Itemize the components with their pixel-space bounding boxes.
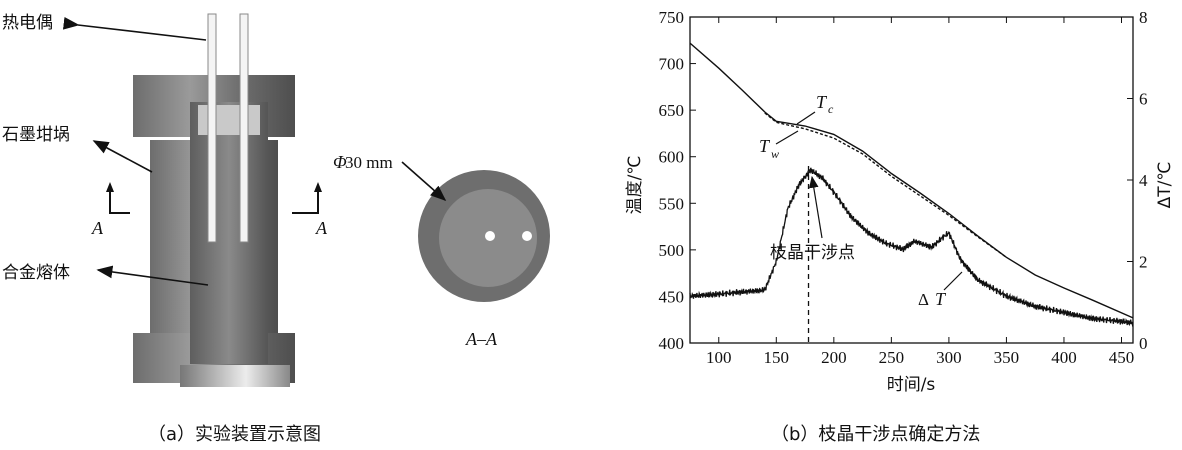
y-right-tick-label: 2	[1139, 253, 1148, 272]
svg-text:T: T	[759, 136, 771, 156]
x-tick-label: 150	[764, 348, 790, 367]
y-left-tick-label: 650	[659, 101, 685, 120]
thermocouple-rod-1	[207, 13, 217, 243]
arrow-thermocouple	[62, 16, 207, 41]
apparatus-diagram: 热电偶 石墨坩埚 合金熔体 A A Φ 30 mm A–A （a）实验装置示意图	[2, 13, 550, 445]
x-tick-label: 400	[1051, 348, 1077, 367]
series-layer	[689, 42, 1134, 343]
y-left-tick-label: 550	[659, 194, 685, 213]
y-right-tick-label: 0	[1139, 334, 1148, 353]
y-left-tick-label: 450	[659, 287, 685, 306]
svg-text:枝晶干涉点: 枝晶干涉点	[770, 243, 855, 263]
series-tw-line	[764, 112, 1007, 258]
svg-text:Δ: Δ	[918, 290, 929, 309]
label-crucible: 石墨坩埚	[2, 125, 70, 145]
melt-cavity	[190, 102, 268, 364]
section-marker-left: A	[91, 182, 130, 238]
arrow-diameter	[401, 161, 447, 202]
x-tick-label: 250	[879, 348, 905, 367]
x-tick-label: 100	[706, 348, 732, 367]
section-view-label: A–A	[465, 329, 498, 349]
svg-text:T: T	[816, 92, 828, 112]
y-left-tick-label: 750	[659, 8, 685, 27]
y-left-tick-label: 500	[659, 241, 685, 260]
svg-text:A: A	[91, 218, 104, 238]
caption-a: （a）实验装置示意图	[148, 424, 321, 445]
diameter-label: 30 mm	[345, 153, 393, 172]
plot-frame	[689, 16, 1134, 344]
label-thermocouple: 热电偶	[2, 13, 53, 33]
x-tick-label: 300	[936, 348, 962, 367]
caption-b: （b）枝晶干涉点确定方法	[771, 424, 980, 445]
y-left-tick-label: 400	[659, 334, 685, 353]
svg-text:w: w	[771, 147, 779, 161]
series-tc-line	[689, 42, 1134, 319]
y-left-tick-label: 600	[659, 148, 685, 167]
y-right-tick-label: 8	[1139, 8, 1148, 27]
diameter-symbol: Φ	[333, 152, 347, 172]
arrow-melt	[96, 265, 209, 286]
thermocouple-rod-2	[239, 13, 249, 243]
y-right-tick-label: 4	[1139, 171, 1148, 190]
section-marker-right: A	[292, 182, 328, 238]
svg-text:c: c	[828, 102, 834, 116]
y-left-tick-label: 700	[659, 55, 685, 74]
annotation-dendrite-point: 枝晶干涉点	[770, 175, 855, 263]
crucible-bottom-highlight	[180, 365, 290, 387]
annotation-tc: T c	[796, 92, 834, 125]
cavity-rim	[198, 105, 260, 135]
arrow-crucible	[92, 140, 153, 173]
series-t-line	[689, 167, 1134, 327]
x-tick-label: 350	[994, 348, 1020, 367]
chart-panel: 100 150 200 250 300 350 400 450 400 450 500 550 600 6…	[625, 8, 1175, 445]
annotation-tw: T w	[759, 130, 799, 161]
y-right-tick-label: 6	[1139, 90, 1148, 109]
annotation-delta-t: Δ T	[918, 271, 963, 309]
label-melt: 合金熔体	[2, 263, 70, 283]
svg-text:T: T	[935, 289, 947, 309]
axes-ticks: 100 150 200 250 300 350 400 450 400 450 500 550 600 6…	[659, 8, 1149, 367]
svg-text:A: A	[315, 218, 328, 238]
x-axis-label: 时间/s	[887, 375, 936, 395]
left-axis-label: 温度/℃	[625, 156, 645, 215]
right-axis-label: ΔT/℃	[1155, 162, 1175, 209]
cross-section-view	[418, 170, 550, 302]
x-tick-label: 200	[821, 348, 847, 367]
x-tick-label: 450	[1109, 348, 1135, 367]
